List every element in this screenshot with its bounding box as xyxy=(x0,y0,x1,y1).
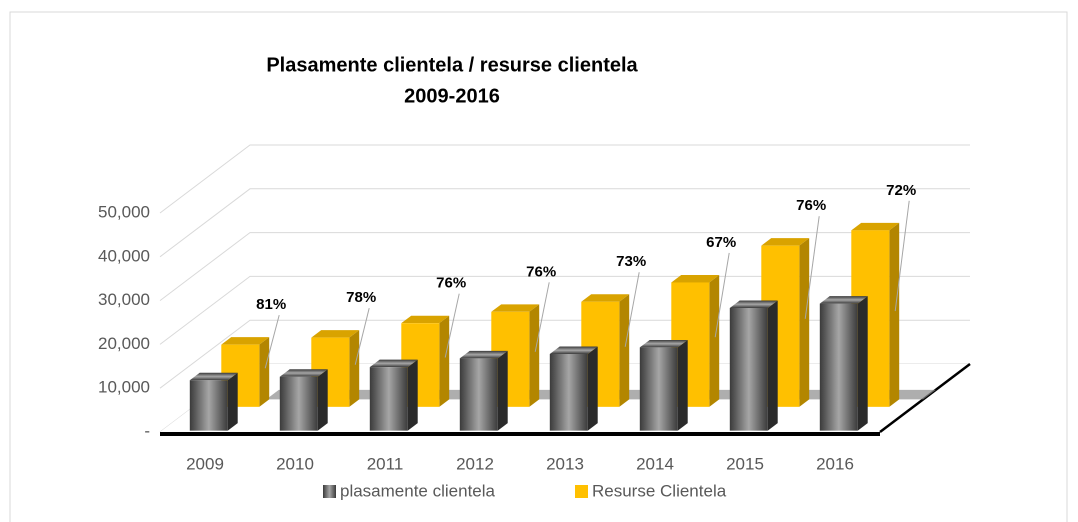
bar-side xyxy=(259,337,270,407)
data-label: 67% xyxy=(706,234,736,251)
legend-label: plasamente clientela xyxy=(340,481,496,500)
bar-top xyxy=(729,300,778,308)
x-tick-label: 2015 xyxy=(726,454,764,473)
label-leader xyxy=(894,200,910,312)
chart-frame xyxy=(9,11,1068,522)
label-leader xyxy=(534,282,550,352)
bar xyxy=(549,346,598,431)
x-tick-label: 2010 xyxy=(276,454,314,473)
bar-side xyxy=(407,359,418,431)
label-leader xyxy=(354,308,370,365)
bar-top xyxy=(459,350,508,359)
data-label: 73% xyxy=(616,253,646,270)
y-tick-label: - xyxy=(144,421,150,440)
y-tick-label: 50,000 xyxy=(98,202,150,221)
bar-front xyxy=(549,353,588,431)
bar-front xyxy=(369,367,408,431)
bar-side xyxy=(497,350,508,431)
x-tick-label: 2013 xyxy=(546,454,584,473)
bar-front xyxy=(819,303,858,431)
data-label: 78% xyxy=(346,289,376,306)
y-tick-label: 20,000 xyxy=(98,334,150,353)
grid-line xyxy=(159,232,970,301)
bar xyxy=(729,300,778,431)
data-label: 76% xyxy=(796,197,826,214)
floor-side xyxy=(879,363,971,433)
bar-front xyxy=(189,380,228,431)
bar xyxy=(639,339,688,431)
bar-side xyxy=(799,238,810,407)
bar-top xyxy=(221,337,270,345)
bar-top xyxy=(761,238,810,246)
bar-side xyxy=(349,330,360,407)
bar-top xyxy=(401,315,450,324)
y-tick-label: 30,000 xyxy=(98,290,150,309)
bar xyxy=(189,372,238,431)
bar-top xyxy=(581,294,630,302)
data-label: 72% xyxy=(886,182,916,199)
bar-top xyxy=(311,330,360,338)
grid-line xyxy=(159,188,970,258)
label-leader xyxy=(624,272,640,347)
chart-subtitle: 2009-2016 xyxy=(404,85,500,107)
label-leader xyxy=(714,252,730,338)
bar-side xyxy=(677,339,688,431)
bar-top xyxy=(549,346,598,354)
bar xyxy=(459,350,508,431)
bar-front xyxy=(729,308,768,431)
bar-side xyxy=(439,315,450,407)
x-tick-label: 2012 xyxy=(456,454,494,473)
bar-side xyxy=(227,372,238,431)
legend-label: Resurse Clientela xyxy=(592,481,727,500)
data-label: 81% xyxy=(256,296,286,313)
bar-side xyxy=(889,222,900,407)
bar-side xyxy=(709,274,720,407)
bar-top xyxy=(851,222,900,231)
bar-side xyxy=(529,304,540,407)
bar-side xyxy=(857,296,868,431)
x-tick-label: 2016 xyxy=(816,454,854,473)
chart-title: Plasamente clientela / resurse clientela xyxy=(266,54,638,76)
bar-side xyxy=(317,369,328,431)
legend-swatch xyxy=(323,485,336,498)
bar-front xyxy=(279,376,318,431)
x-tick-label: 2014 xyxy=(636,454,674,473)
bar-top xyxy=(819,296,868,304)
bar xyxy=(819,296,868,431)
label-leader xyxy=(264,315,280,369)
bar-top xyxy=(639,339,688,348)
grid-line xyxy=(159,275,970,345)
data-label: 76% xyxy=(526,263,556,280)
label-leader xyxy=(444,293,460,358)
bar xyxy=(369,359,418,431)
grid-line xyxy=(159,144,970,214)
bar-side xyxy=(767,300,778,431)
bar-top xyxy=(189,372,238,381)
bar xyxy=(311,330,360,407)
x-tick-label: 2009 xyxy=(186,454,224,473)
floor-edge xyxy=(160,432,880,436)
y-tick-label: 10,000 xyxy=(98,378,150,397)
bar xyxy=(279,369,328,431)
bar-top xyxy=(671,274,720,283)
bar-top xyxy=(369,359,418,368)
bar-top xyxy=(491,304,540,312)
label-leader xyxy=(804,216,820,319)
x-tick-label: 2011 xyxy=(367,454,404,473)
bar-front xyxy=(459,358,498,431)
bar-side xyxy=(587,346,598,431)
bar-top xyxy=(279,369,328,377)
y-tick-label: 40,000 xyxy=(98,246,150,265)
bar-front xyxy=(639,347,678,431)
bar-side xyxy=(619,294,630,407)
bar xyxy=(581,294,630,407)
legend-swatch xyxy=(575,485,588,498)
data-label: 76% xyxy=(436,275,466,292)
